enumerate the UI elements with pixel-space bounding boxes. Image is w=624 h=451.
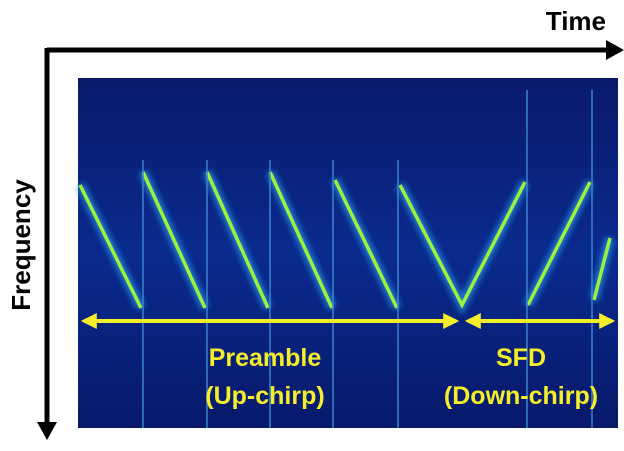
segment-sublabel: (Down-chirp): [444, 382, 598, 410]
spectrogram: [78, 78, 618, 428]
segment-sublabel: (Up-chirp): [205, 382, 324, 410]
time-label: Time: [546, 6, 606, 36]
segment-label: Preamble: [209, 344, 322, 372]
frequency-arrowhead: [37, 422, 57, 440]
segment-label: SFD: [496, 344, 546, 372]
time-arrowhead: [606, 40, 624, 60]
frequency-label: Frequency: [6, 179, 36, 311]
figure: Time Frequency Preamble (Up-chirp) SFD (…: [0, 0, 624, 451]
